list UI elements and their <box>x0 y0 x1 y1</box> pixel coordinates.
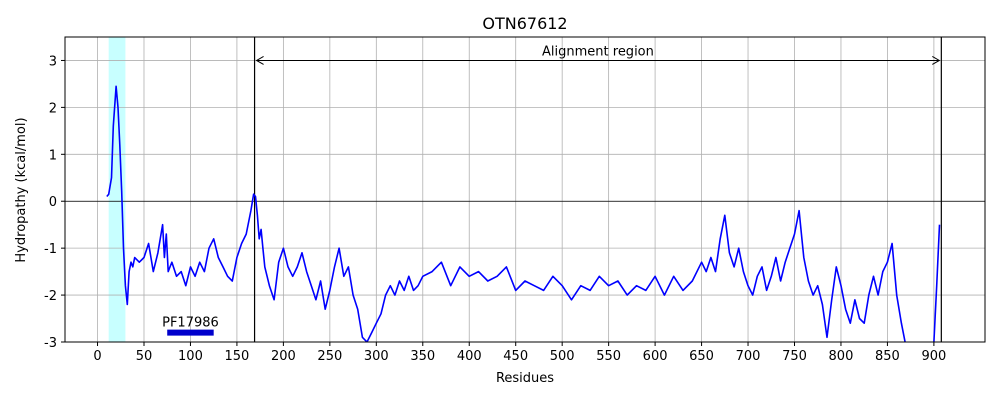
y-tick-label: 2 <box>49 101 57 116</box>
annotation-label: Alignment region <box>542 44 654 59</box>
x-tick-label: 250 <box>317 349 342 364</box>
x-tick-label: 850 <box>875 349 900 364</box>
x-axis-title: Residues <box>496 371 554 386</box>
y-axis-title: Hydropathy (kcal/mol) <box>14 117 29 262</box>
x-tick-label: 800 <box>829 349 854 364</box>
y-tick-label: 3 <box>49 54 57 69</box>
x-tick-label: 0 <box>93 349 101 364</box>
x-tick-label: 700 <box>736 349 761 364</box>
x-tick-label: 350 <box>410 349 435 364</box>
y-tick-label: -3 <box>44 336 57 351</box>
y-tick-label: 1 <box>49 148 57 163</box>
y-tick-label: -1 <box>44 242 57 257</box>
x-tick-label: 100 <box>178 349 203 364</box>
annotation-arrow-right-head <box>932 56 941 65</box>
chart-title: OTN67612 <box>482 14 567 33</box>
x-tick-label: 750 <box>782 349 807 364</box>
y-tick-label: -2 <box>44 289 57 304</box>
annotation-arrow-left-head <box>255 56 264 65</box>
domain-bar <box>167 329 214 336</box>
x-tick-label: 150 <box>225 349 250 364</box>
hydropathy-series-line <box>106 85 941 342</box>
plot-frame <box>64 36 986 343</box>
highlight-band <box>108 37 126 342</box>
x-tick-label: 900 <box>921 349 946 364</box>
x-tick-label: 200 <box>271 349 296 364</box>
x-tick-label: 50 <box>136 349 153 364</box>
x-tick-label: 450 <box>503 349 528 364</box>
x-tick-label: 550 <box>596 349 621 364</box>
domain-label: PF17986 <box>162 316 219 331</box>
x-tick-label: 600 <box>643 349 668 364</box>
y-tick-label: 0 <box>49 195 57 210</box>
x-tick-label: 400 <box>457 349 482 364</box>
x-tick-label: 650 <box>689 349 714 364</box>
x-tick-label: 500 <box>550 349 575 364</box>
x-tick-label: 300 <box>364 349 389 364</box>
